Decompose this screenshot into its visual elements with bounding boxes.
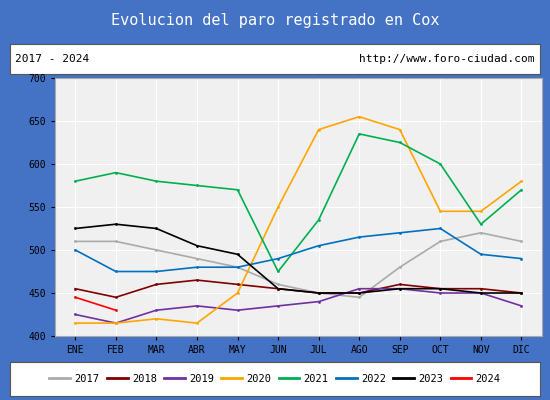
- Text: Evolucion del paro registrado en Cox: Evolucion del paro registrado en Cox: [111, 14, 439, 28]
- Text: 2017 - 2024: 2017 - 2024: [15, 54, 90, 64]
- Legend: 2017, 2018, 2019, 2020, 2021, 2022, 2023, 2024: 2017, 2018, 2019, 2020, 2021, 2022, 2023…: [45, 370, 505, 388]
- Text: http://www.foro-ciudad.com: http://www.foro-ciudad.com: [359, 54, 535, 64]
